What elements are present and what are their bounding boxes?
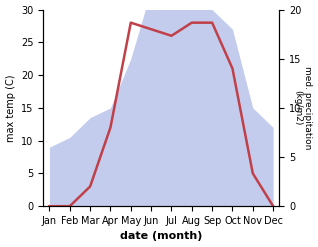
X-axis label: date (month): date (month) <box>120 231 203 242</box>
Y-axis label: med. precipitation
(kg/m2): med. precipitation (kg/m2) <box>293 66 313 149</box>
Y-axis label: max temp (C): max temp (C) <box>5 74 16 142</box>
